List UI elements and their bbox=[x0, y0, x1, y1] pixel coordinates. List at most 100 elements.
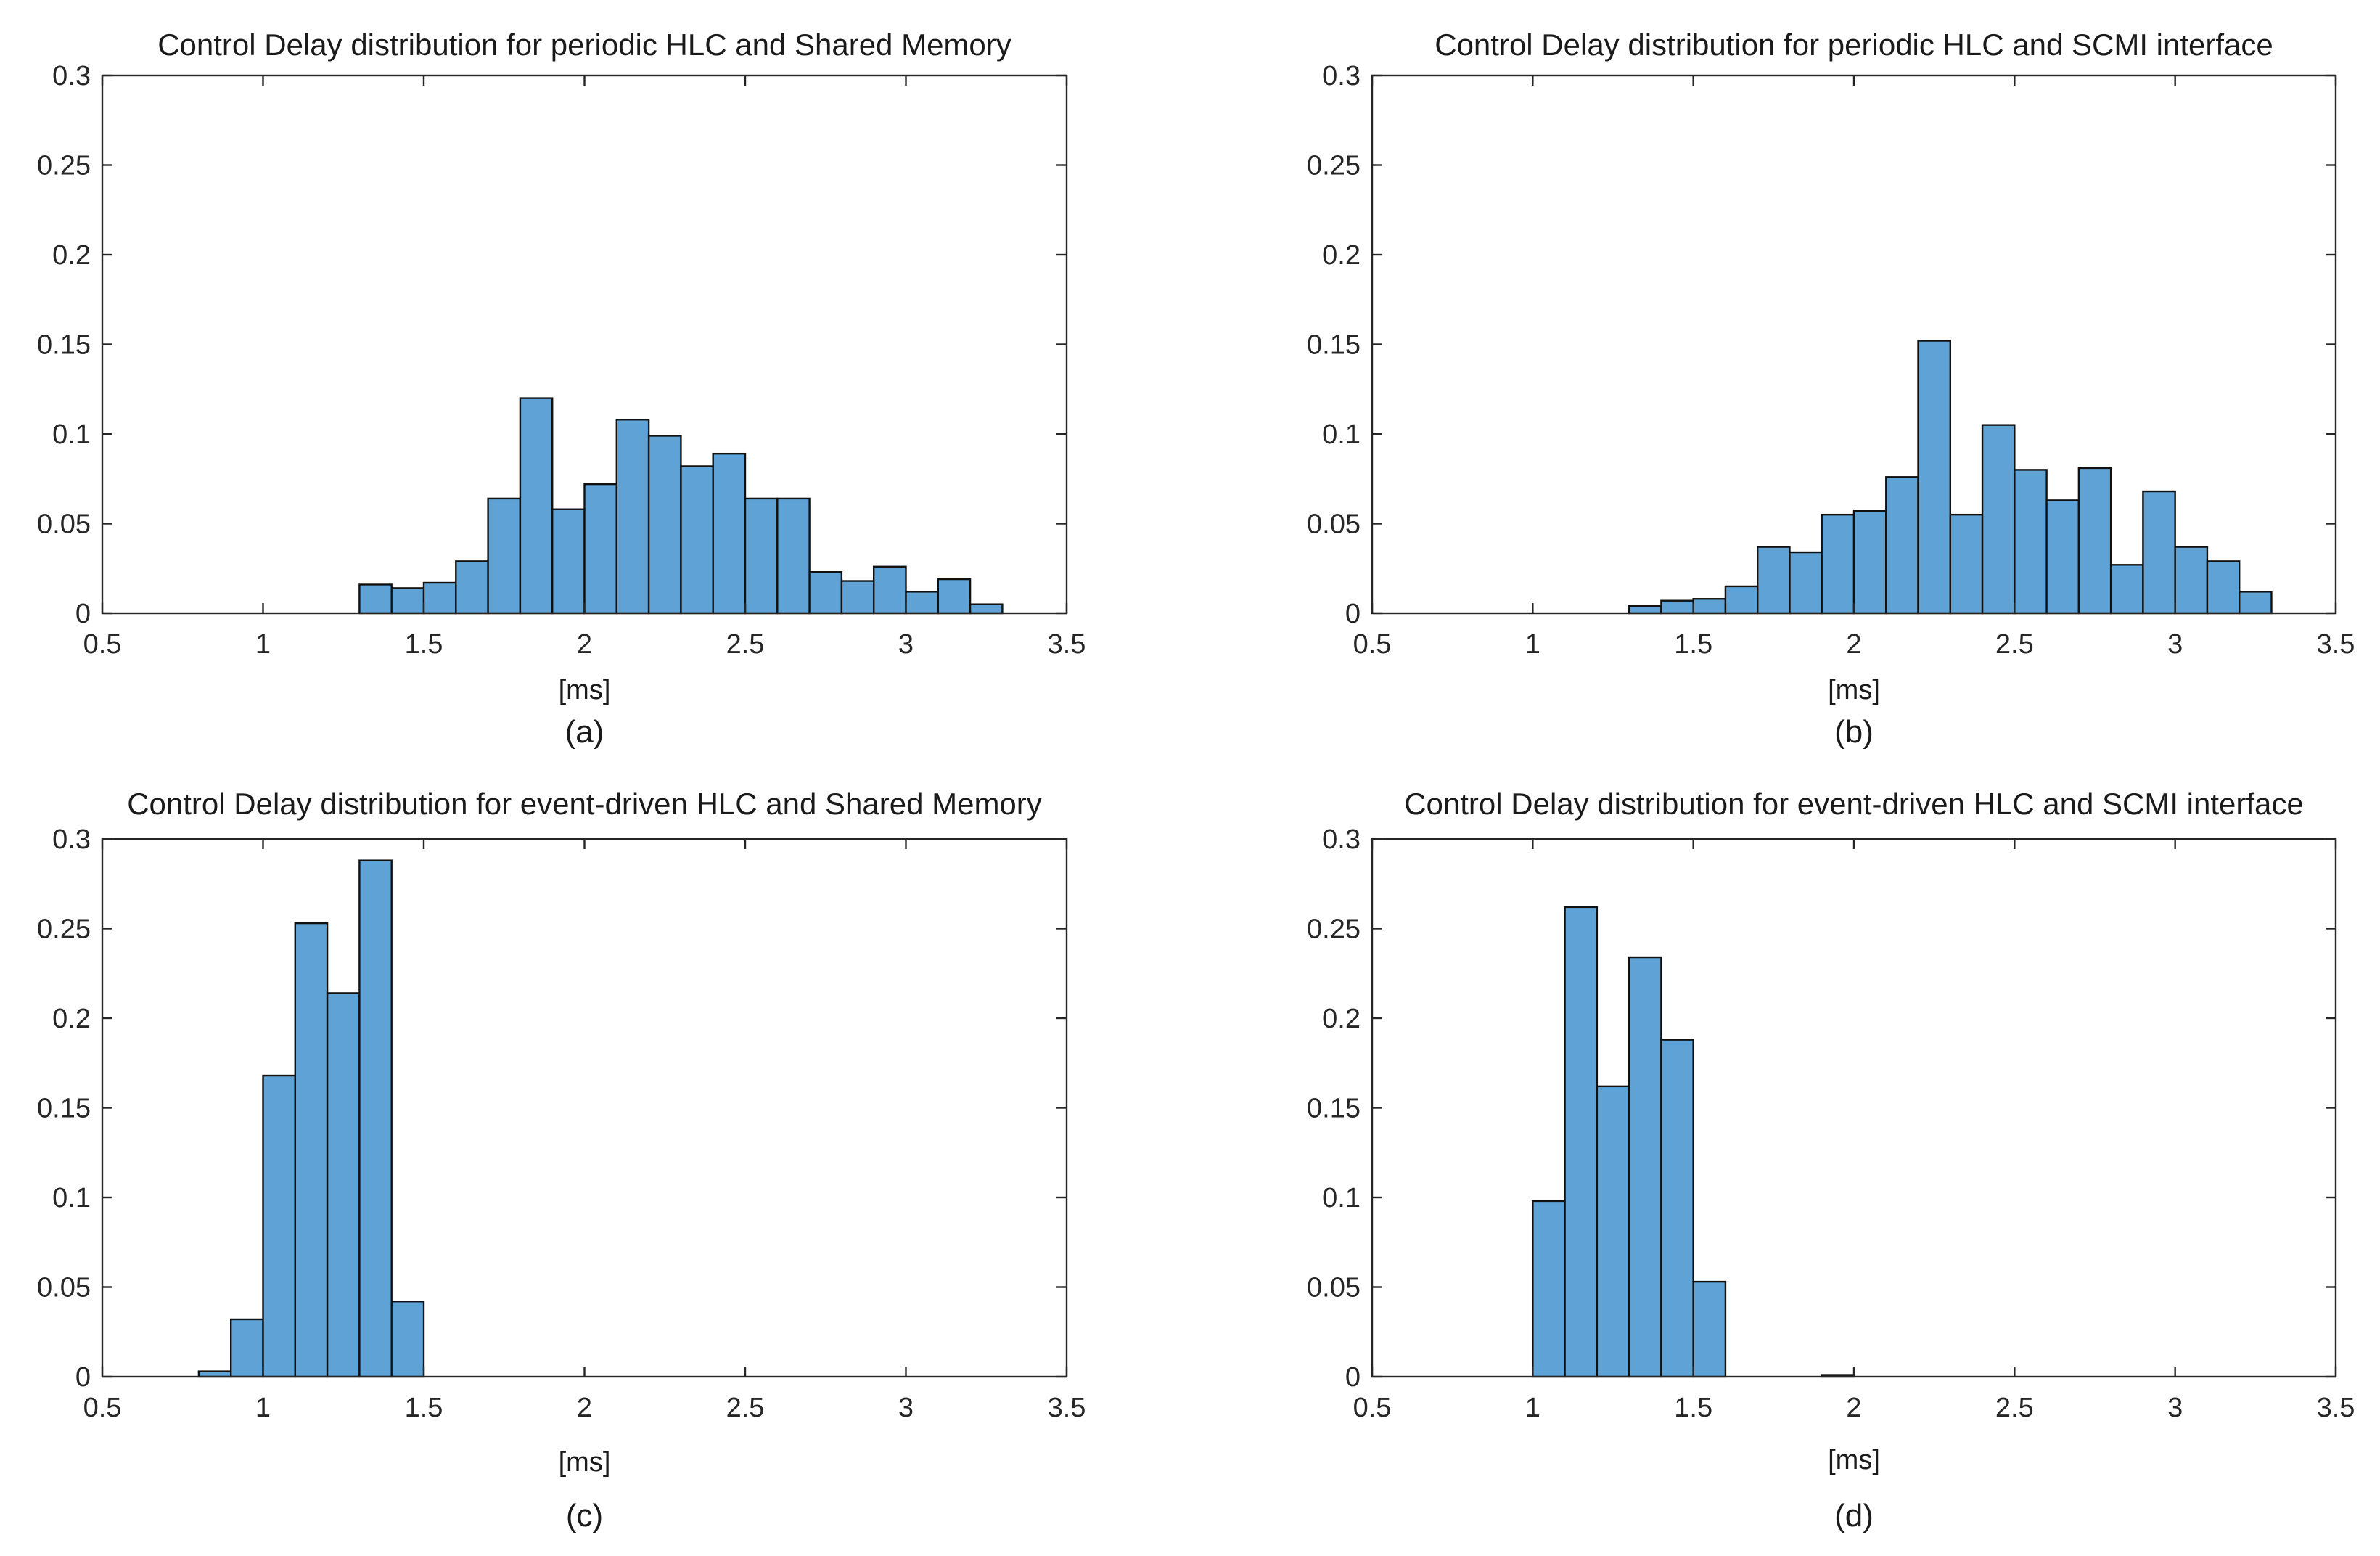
x-axis-label: [ms] bbox=[1828, 1445, 1880, 1475]
x-axis-label: [ms] bbox=[559, 675, 611, 705]
x-tick-label: 2 bbox=[1846, 629, 1861, 660]
y-tick-label: 0.05 bbox=[1307, 509, 1361, 540]
y-tick-label: 0 bbox=[1345, 1362, 1361, 1393]
y-tick-label: 0.3 bbox=[1322, 824, 1361, 855]
histogram-bar bbox=[358, 584, 393, 615]
x-tick-label: 0.5 bbox=[83, 1393, 122, 1423]
histogram-bar bbox=[1949, 513, 1984, 615]
histogram-bar bbox=[551, 508, 586, 615]
histogram-bar bbox=[969, 603, 1004, 615]
y-tick-label: 0 bbox=[75, 1362, 91, 1393]
y-tick-label: 0.05 bbox=[1307, 1273, 1361, 1303]
x-tick-label: 0.5 bbox=[1353, 629, 1392, 660]
histogram-bar bbox=[872, 565, 907, 615]
histogram-bar bbox=[2045, 499, 2080, 615]
chart-panel-c: 0.5 1 1.5 2 2.5 3 3.5 0 0.05 0.1 0.15 0.2 0.25 0.3 Con… bbox=[0, 769, 1190, 1552]
x-tick-label: 3 bbox=[2167, 629, 2183, 660]
histogram-bar bbox=[905, 591, 939, 615]
chart-title: Control Delay distribution for event-dri… bbox=[1404, 787, 2304, 821]
x-tick-label: 3.5 bbox=[1048, 1393, 1086, 1423]
y-tick-label: 0.15 bbox=[1307, 1094, 1361, 1124]
x-tick-label: 3.5 bbox=[2317, 1393, 2355, 1423]
chart-title: Control Delay distribution for periodic … bbox=[1435, 28, 2273, 62]
histogram-bar bbox=[487, 497, 522, 615]
histogram-bar bbox=[326, 992, 361, 1378]
histogram-bar bbox=[680, 465, 714, 615]
x-tick-label: 3.5 bbox=[2317, 629, 2355, 660]
histogram-bar bbox=[1660, 599, 1694, 615]
chart-panel-a: 0.5 1 1.5 2 2.5 3 3.5 0 0.05 0.1 0.15 0.2 0.25 0.3 Con… bbox=[0, 0, 1190, 769]
x-tick-label: 2.5 bbox=[1995, 1393, 2034, 1423]
histogram-bar bbox=[615, 419, 650, 615]
x-tick-label: 0.5 bbox=[83, 629, 122, 660]
subfigure-caption: (a) bbox=[565, 714, 604, 750]
y-tick-label: 0.1 bbox=[52, 1183, 91, 1213]
chart-title: Control Delay distribution for periodic … bbox=[157, 28, 1012, 62]
y-tick-label: 0.15 bbox=[1307, 330, 1361, 361]
histogram-bar bbox=[390, 1301, 425, 1378]
histogram-bar bbox=[2014, 469, 2048, 615]
x-tick-label: 2.5 bbox=[726, 629, 765, 660]
histogram-bar bbox=[1917, 340, 1951, 615]
histogram-bar bbox=[519, 397, 554, 615]
y-tick-label: 0.2 bbox=[1322, 240, 1361, 271]
histogram-bar bbox=[1660, 1039, 1694, 1378]
histogram-bar bbox=[1821, 513, 1855, 615]
y-tick-label: 0.3 bbox=[52, 61, 91, 91]
chart-svg: 0.5 1 1.5 2 2.5 3 3.5 0 0.05 0.1 0.15 0.2 0.25 0.3 Con… bbox=[37, 787, 1086, 1534]
x-tick-label: 3 bbox=[2167, 1393, 2183, 1423]
histogram-bar bbox=[840, 580, 875, 615]
chart-panel-b: 0.5 1 1.5 2 2.5 3 3.5 0 0.05 0.1 0.15 0.2 0.25 0.3 Con… bbox=[1190, 0, 2380, 769]
subfigure-caption: (c) bbox=[566, 1498, 603, 1534]
y-tick-label: 0.25 bbox=[37, 914, 91, 945]
y-tick-label: 0.2 bbox=[52, 240, 91, 271]
histogram-bar bbox=[2109, 564, 2144, 615]
y-tick-label: 0.05 bbox=[37, 1273, 91, 1303]
histogram-bar bbox=[1628, 605, 1662, 615]
axes-box bbox=[1371, 838, 2337, 1378]
y-tick-label: 0.2 bbox=[52, 1004, 91, 1034]
x-tick-label: 3.5 bbox=[1048, 629, 1086, 660]
histogram-bar bbox=[2142, 490, 2176, 615]
y-tick-label: 0.05 bbox=[37, 509, 91, 540]
y-tick-label: 0.3 bbox=[52, 824, 91, 855]
chart-svg: 0.5 1 1.5 2 2.5 3 3.5 0 0.05 0.1 0.15 0.2 0.25 0.3 Con… bbox=[1307, 787, 2355, 1534]
histogram-bar bbox=[937, 578, 972, 615]
axes-box bbox=[101, 838, 1068, 1378]
x-tick-label: 2.5 bbox=[1995, 629, 2034, 660]
y-tick-label: 0.25 bbox=[37, 151, 91, 181]
x-tick-label: 0.5 bbox=[1353, 1393, 1392, 1423]
histogram-bar bbox=[2238, 591, 2273, 615]
histogram-bar bbox=[1852, 510, 1887, 615]
histogram-bar bbox=[1981, 424, 2016, 615]
histogram-bar bbox=[1757, 546, 1791, 615]
histogram-bar bbox=[422, 581, 457, 615]
histogram-bar bbox=[1692, 1280, 1727, 1378]
y-tick-label: 0.2 bbox=[1322, 1004, 1361, 1034]
y-tick-label: 0.25 bbox=[1307, 914, 1361, 945]
histogram-bar bbox=[647, 435, 682, 615]
histogram-bar bbox=[1885, 476, 1919, 615]
histogram-bar bbox=[1564, 906, 1599, 1378]
histogram-bar bbox=[390, 587, 425, 615]
subfigure-caption: (d) bbox=[1834, 1498, 1874, 1534]
histogram-bar bbox=[230, 1318, 264, 1378]
histogram-bar bbox=[1789, 551, 1823, 615]
histogram-bar bbox=[1532, 1200, 1566, 1378]
histogram-bar bbox=[2174, 546, 2209, 615]
y-tick-label: 0.3 bbox=[1322, 61, 1361, 91]
y-tick-label: 0.15 bbox=[37, 330, 91, 361]
chart-title: Control Delay distribution for event-dri… bbox=[127, 787, 1042, 821]
chart-svg: 0.5 1 1.5 2 2.5 3 3.5 0 0.05 0.1 0.15 0.2 0.25 0.3 Con… bbox=[37, 28, 1086, 750]
y-tick-label: 0.1 bbox=[1322, 419, 1361, 450]
chart-panel-d: 0.5 1 1.5 2 2.5 3 3.5 0 0.05 0.1 0.15 0.2 0.25 0.3 Con… bbox=[1190, 769, 2380, 1552]
y-tick-label: 0.15 bbox=[37, 1094, 91, 1124]
histogram-bar bbox=[262, 1074, 296, 1378]
x-axis-label: [ms] bbox=[559, 1447, 611, 1478]
histogram-bar bbox=[1724, 585, 1759, 615]
histogram-bar bbox=[744, 497, 779, 615]
histogram-bar bbox=[1596, 1085, 1630, 1378]
x-tick-label: 2.5 bbox=[726, 1393, 765, 1423]
histogram-bar bbox=[294, 922, 329, 1378]
x-tick-label: 1.5 bbox=[1674, 1393, 1712, 1423]
